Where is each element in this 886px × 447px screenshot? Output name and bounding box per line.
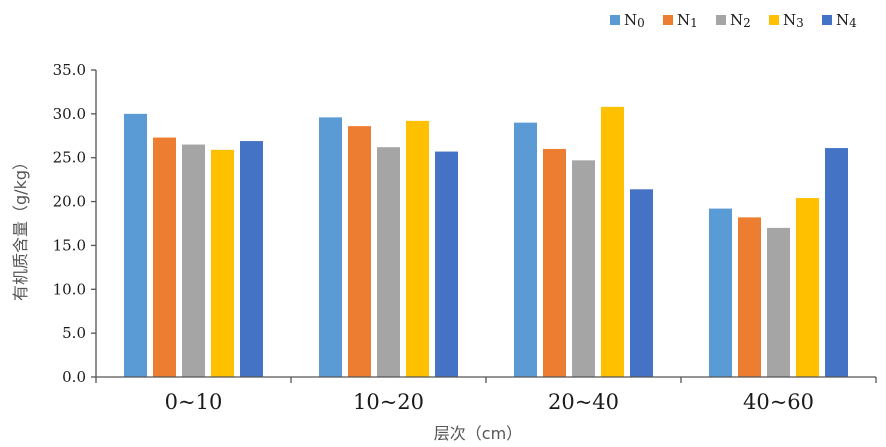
y-tick-label: 15.0 [53,236,86,254]
x-category-label: 0~10 [165,390,223,414]
y-tick-label: 0.0 [62,368,86,386]
bar-n2-1 [377,147,400,377]
y-tick-label: 35.0 [53,61,86,79]
legend-label-n3: N3 [783,11,804,30]
legend-label-n2: N2 [730,11,751,30]
bar-series [124,106,848,378]
bar-n3-2 [601,106,624,377]
bar-n4-2 [630,189,653,377]
y-tick-label: 25.0 [53,149,86,167]
bar-n2-2 [572,160,595,377]
x-category-label: 10~20 [353,390,424,414]
bar-n1-0 [153,137,176,377]
y-tick-label: 5.0 [62,324,86,342]
legend: N0 N1 N2 N3 N4 [610,11,857,30]
y-axis-title-group: 有机质含量（g/kg） [11,154,30,301]
y-tick-label: 30.0 [53,105,86,123]
bar-n4-1 [435,151,458,377]
bar-n2-0 [182,144,205,377]
legend-swatch-n0 [610,15,620,25]
y-tick-label: 10.0 [53,280,86,298]
y-axis-title: 有机质含量（g/kg） [11,154,30,301]
legend-label-n1: N1 [677,11,698,30]
bar-n1-2 [543,148,566,377]
y-tick-label: 20.0 [53,193,86,211]
bar-n1-3 [738,217,761,377]
axes [95,70,877,383]
bar-n2-3 [767,227,790,377]
legend-swatch-n2 [716,15,726,25]
bar-n4-0 [240,141,263,377]
bar-n0-2 [514,122,537,377]
x-axis-labels: 0~10 10~20 20~40 40~60 [165,390,814,414]
legend-swatch-n3 [769,15,779,25]
bar-n0-1 [319,117,342,377]
legend-label-n0: N0 [624,11,645,30]
bar-n3-1 [406,120,429,378]
legend-swatch-n4 [822,15,832,25]
bar-n3-3 [796,198,819,377]
bar-n0-3 [709,208,732,377]
legend-label-n4: N4 [836,11,857,30]
legend-swatch-n1 [663,15,673,25]
y-axis-ticks: 0.0 5.0 10.0 15.0 20.0 25.0 30.0 35.0 [53,61,96,386]
bar-n4-3 [825,148,848,377]
bar-n3-0 [211,149,234,377]
bar-n0-0 [124,113,147,377]
x-axis-title: 层次（cm） [434,424,522,443]
x-category-label: 20~40 [548,390,619,414]
x-category-label: 40~60 [743,390,814,414]
bar-n1-1 [348,126,371,377]
